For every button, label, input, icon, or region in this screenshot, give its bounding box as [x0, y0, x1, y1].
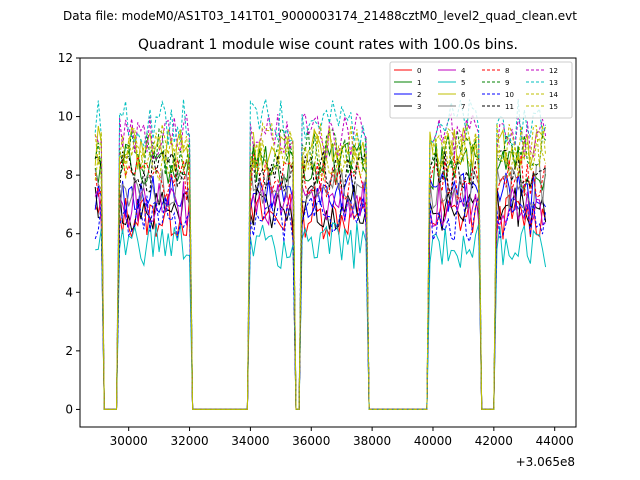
chart-suptitle: Data file: modeM0/AS1T03_141T01_90000031… [63, 9, 577, 23]
y-tick-label: 12 [58, 51, 73, 65]
series-line-7 [94, 162, 547, 410]
legend-label-6: 6 [461, 91, 466, 99]
chart-title: Quadrant 1 module wise count rates with … [138, 37, 518, 53]
series-line-4 [94, 181, 546, 410]
legend-label-5: 5 [461, 79, 465, 87]
y-tick-label: 10 [58, 110, 73, 124]
legend-label-9: 9 [505, 79, 509, 87]
legend-label-1: 1 [417, 79, 421, 87]
series-line-1 [94, 141, 547, 410]
legend-label-13: 13 [549, 79, 558, 87]
x-tick-label: 32000 [170, 434, 208, 448]
legend-label-2: 2 [417, 91, 421, 99]
legend-label-15: 15 [549, 103, 558, 111]
legend-label-12: 12 [549, 67, 558, 75]
y-axis: 0 2 4 6 8 10 12 [58, 51, 80, 416]
series-line-10 [94, 195, 547, 410]
series-line-0 [94, 193, 547, 410]
x-tick-label: 42000 [475, 434, 513, 448]
series-line-14 [94, 134, 547, 410]
x-tick-label: 30000 [110, 434, 148, 448]
y-tick-label: 6 [65, 227, 73, 241]
axes-frame [79, 57, 577, 428]
series-line-13 [94, 99, 547, 410]
x-axis: 30000 32000 34000 36000 38000 40000 42000 44000 [110, 427, 574, 448]
x-tick-label: 34000 [231, 434, 269, 448]
legend-frame [389, 61, 573, 119]
legend-label-0: 0 [417, 67, 421, 75]
plot-area: 30000 32000 34000 36000 38000 40000 42000 44000… [58, 51, 577, 448]
legend-label-8: 8 [505, 67, 509, 75]
x-tick-label: 44000 [536, 434, 574, 448]
legend-label-7: 7 [461, 103, 465, 111]
series-line-11 [95, 149, 546, 410]
legend-label-10: 10 [505, 91, 514, 99]
series-line-5 [95, 222, 547, 410]
y-tick-label: 0 [65, 402, 73, 416]
y-tick-label: 8 [65, 168, 73, 182]
x-tick-label: 38000 [353, 434, 391, 448]
series-line-8 [94, 152, 547, 410]
series-line-15 [94, 121, 547, 410]
x-tick-label: 40000 [414, 434, 452, 448]
series-line-12 [94, 112, 547, 410]
x-tick-label: 36000 [292, 434, 330, 448]
y-tick-label: 2 [65, 344, 73, 358]
legend-label-11: 11 [505, 103, 514, 111]
legend-label-4: 4 [461, 67, 466, 75]
series-layer [94, 99, 547, 410]
series-line-2 [94, 170, 547, 410]
y-tick-label: 4 [65, 285, 73, 299]
legend-label-3: 3 [417, 103, 421, 111]
x-offset-label: +3.065e8 [516, 455, 575, 469]
legend-label-14: 14 [549, 91, 558, 99]
